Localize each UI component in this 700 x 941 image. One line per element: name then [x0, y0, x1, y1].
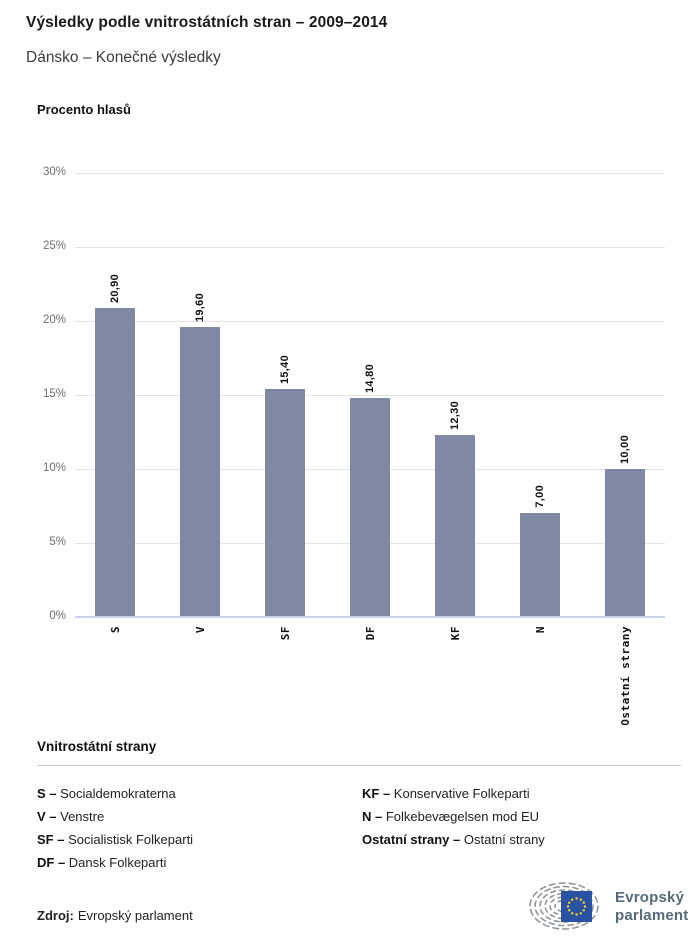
source-note: Zdroj: Evropský parlament [37, 908, 193, 923]
legend-heading: Vnitrostátní strany [37, 739, 157, 754]
bar [605, 469, 645, 616]
legend-item: DF – Dansk Folkeparti [37, 855, 166, 870]
ep-logo-line2: parlament [615, 907, 689, 924]
x-category-label: DF [363, 626, 377, 641]
y-tick-label: 5% [49, 536, 66, 548]
legend-item-name: Venstre [60, 809, 105, 824]
legend-item-name: Folkebevægelsen mod EU [385, 809, 540, 824]
chart-title: Výsledky podle vnitrostátních stran – 20… [26, 14, 388, 31]
bar [435, 435, 475, 616]
legend-item-name: Dansk Folkeparti [68, 855, 167, 870]
chart-subtitle: Dánsko – Konečné výsledky [26, 49, 221, 66]
x-category-label: S [108, 626, 122, 634]
bar-value-label: 20,90 [109, 273, 121, 303]
gridline [75, 395, 665, 396]
y-tick-label: 10% [42, 462, 66, 474]
y-axis-caption: Procento hlasů [37, 102, 131, 117]
bar [265, 389, 305, 616]
legend-item: V – Venstre [37, 809, 104, 824]
legend-item-abbr: Ostatní strany – [362, 832, 464, 847]
gridline [75, 173, 665, 174]
bar [180, 327, 220, 616]
legend-item-name: Konservative Folkeparti [393, 786, 530, 801]
x-category-label: SF [278, 626, 292, 641]
bar-value-label: 19,60 [194, 292, 206, 322]
y-tick-label: 0% [49, 610, 66, 622]
x-category-label: N [533, 626, 547, 634]
legend-item: SF – Socialistisk Folkeparti [37, 832, 193, 847]
legend-divider [37, 765, 681, 766]
bar-value-label: 14,80 [364, 363, 376, 393]
legend-item-abbr: SF – [37, 832, 69, 847]
legend-item: N – Folkebevægelsen mod EU [362, 809, 539, 824]
y-tick-label: 20% [42, 314, 66, 326]
x-category-label: V [193, 626, 207, 634]
bar-value-label: 7,00 [534, 485, 546, 508]
source-value: Evropský parlament [77, 908, 193, 923]
bar [95, 308, 135, 616]
bar-value-label: 15,40 [279, 354, 291, 384]
legend-item: S – Socialdemokraterna [37, 786, 176, 801]
legend-item-name: Socialistisk Folkeparti [68, 832, 194, 847]
y-tick-label: 15% [42, 388, 66, 400]
bar-value-label: 12,30 [449, 400, 461, 430]
legend-item: KF – Konservative Folkeparti [362, 786, 530, 801]
legend-item-abbr: N – [362, 809, 386, 824]
ep-logo-text: Evropský parlament [615, 889, 689, 925]
x-category-label: KF [448, 626, 462, 641]
legend-item-name: Ostatní strany [463, 832, 545, 847]
ep-hemicycle-icon [529, 882, 599, 930]
bar [350, 398, 390, 616]
y-tick-label: 30% [42, 166, 66, 178]
gridline [75, 247, 665, 248]
y-tick-label: 25% [42, 240, 66, 252]
legend-item: Ostatní strany – Ostatní strany [362, 832, 545, 847]
legend-item-abbr: DF – [37, 855, 69, 870]
source-label: Zdroj: [37, 908, 74, 923]
x-axis-line [75, 616, 665, 618]
legend-item-abbr: KF – [362, 786, 394, 801]
gridline [75, 321, 665, 322]
bar [520, 513, 560, 616]
legend-item-name: Socialdemokraterna [60, 786, 176, 801]
eu-stars [566, 897, 587, 916]
legend-item-abbr: V – [37, 809, 61, 824]
legend-item-abbr: S – [37, 786, 61, 801]
european-parliament-logo: Evropský parlament [528, 879, 689, 935]
ep-logo-line1: Evropský [615, 889, 685, 906]
bar-value-label: 10,00 [619, 434, 631, 464]
x-category-label: Ostatní strany [618, 626, 632, 726]
